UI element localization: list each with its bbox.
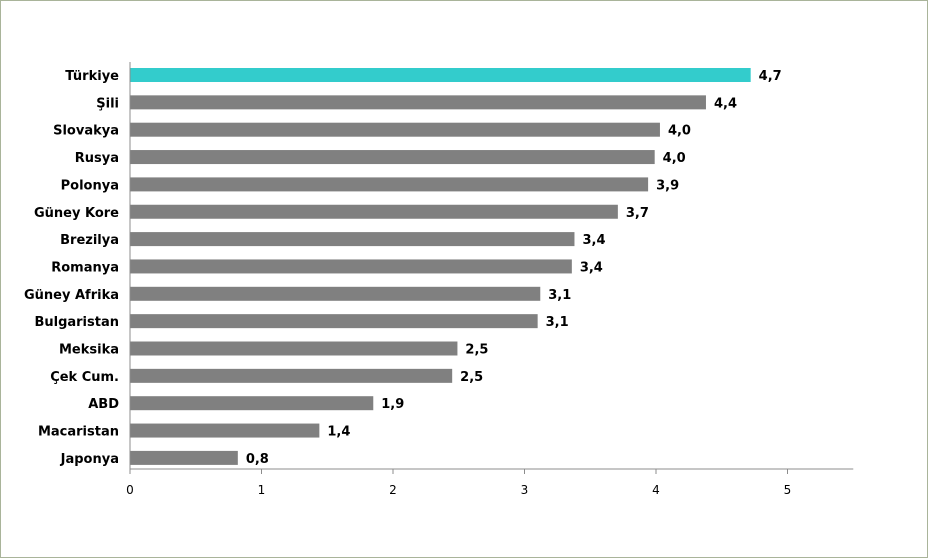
- labels-layer: Türkiye 4,7 Şili 4,4 Slovakya 4,0 Rusya 4,0 Polo…: [24, 69, 782, 467]
- value-label-10: 2,5: [465, 343, 488, 358]
- bar-12: [130, 396, 374, 411]
- category-label-3: Rusya: [75, 151, 119, 166]
- category-label-4: Polonya: [61, 178, 119, 193]
- value-label-8: 3,1: [548, 288, 571, 303]
- value-label-12: 1,9: [381, 397, 404, 412]
- category-label-13: Macaristan: [38, 425, 119, 440]
- bar-14: [130, 450, 238, 465]
- value-label-13: 1,4: [327, 425, 350, 440]
- bar-1: [130, 95, 706, 110]
- value-label-9: 3,1: [546, 315, 569, 330]
- category-label-9: Bulgaristan: [34, 315, 119, 330]
- category-label-8: Güney Afrika: [24, 288, 119, 303]
- value-label-3: 4,0: [663, 151, 686, 166]
- value-label-6: 3,4: [582, 233, 605, 248]
- category-label-0: Türkiye: [65, 69, 119, 84]
- bar-0: [130, 68, 751, 82]
- category-label-6: Brezilya: [60, 233, 119, 248]
- category-label-2: Slovakya: [53, 124, 119, 139]
- x-tick-label-3: 3: [521, 483, 529, 497]
- value-label-5: 3,7: [626, 206, 649, 221]
- bar-2: [130, 122, 660, 137]
- x-axis: 0 1 2 3 4 5: [126, 62, 854, 497]
- value-label-14: 0,8: [246, 452, 269, 467]
- bar-6: [130, 232, 575, 247]
- value-label-0: 4,7: [759, 69, 782, 84]
- bar-5: [130, 204, 618, 219]
- category-label-7: Romanya: [51, 260, 119, 275]
- bar-11: [130, 368, 453, 383]
- x-tick-label-0: 0: [126, 483, 134, 497]
- x-tick-label-1: 1: [258, 483, 266, 497]
- bar-7: [130, 259, 572, 274]
- bar-9: [130, 314, 538, 329]
- x-tick-label-4: 4: [652, 483, 660, 497]
- category-label-5: Güney Kore: [34, 206, 119, 221]
- bar-4: [130, 177, 649, 192]
- category-label-10: Meksika: [59, 343, 119, 358]
- category-label-1: Şili: [96, 96, 119, 111]
- bar-13: [130, 423, 320, 438]
- value-label-1: 4,4: [714, 96, 737, 111]
- bars-layer: [130, 68, 751, 465]
- value-label-7: 3,4: [580, 260, 603, 275]
- bar-10: [130, 341, 458, 356]
- category-label-11: Çek Cum.: [50, 370, 119, 385]
- value-label-2: 4,0: [668, 124, 691, 139]
- bar-8: [130, 286, 541, 301]
- value-label-11: 2,5: [460, 370, 483, 385]
- value-label-4: 3,9: [656, 178, 679, 193]
- category-label-14: Japonya: [60, 452, 119, 467]
- x-tick-label-5: 5: [784, 483, 792, 497]
- category-label-12: ABD: [88, 397, 119, 412]
- bar-3: [130, 150, 655, 165]
- x-tick-label-2: 2: [389, 483, 397, 497]
